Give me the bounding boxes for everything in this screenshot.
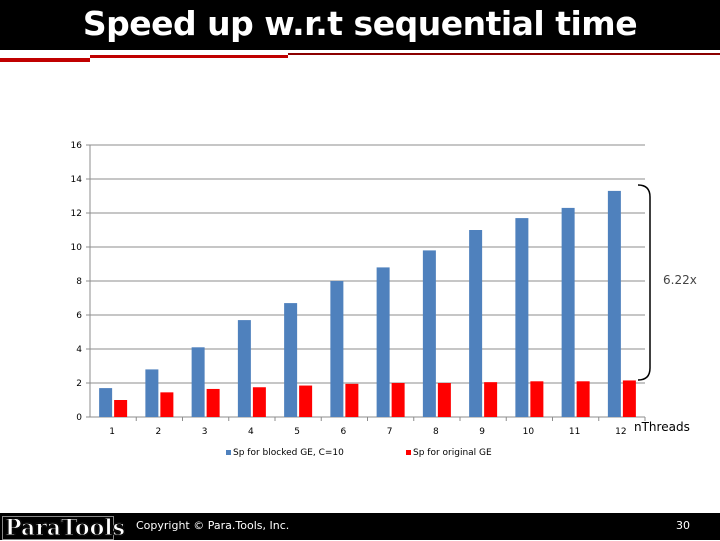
y-tick-label: 12 [71,209,82,219]
bar-original [576,381,590,417]
bar-original [299,385,313,417]
accent-line [90,55,288,58]
y-tick-label: 16 [71,141,83,151]
accent-line [0,58,90,62]
y-tick-label: 4 [76,345,82,355]
speedup-annotation: 6.22x [663,273,697,287]
bar-blocked [145,369,159,417]
y-tick-label: 6 [76,311,82,321]
legend-label: Sp for blocked GE, C=10 [233,448,344,458]
bar-blocked [607,190,621,417]
bar-original [160,392,174,417]
bar-blocked [237,320,251,417]
x-tick-label: 12 [615,427,626,437]
accent-line [288,53,720,55]
bar-blocked [330,281,344,417]
page-number: 30 [676,519,690,532]
legend-swatch [406,450,411,455]
x-tick-label: 1 [109,427,115,437]
x-tick-label: 8 [433,427,439,437]
legend-swatch [226,450,231,455]
x-tick-label: 2 [156,427,162,437]
x-tick-label: 10 [523,427,535,437]
bar-original [206,388,220,417]
legend-label: Sp for original GE [413,448,492,458]
bar-blocked [515,218,529,417]
y-tick-label: 10 [71,243,83,253]
x-tick-label: 6 [341,427,347,437]
title-bar [0,0,720,50]
x-tick-label: 9 [479,427,485,437]
x-axis-label: nThreads [634,420,690,434]
slide-title: Speed up w.r.t sequential time [82,4,638,43]
bar-original [114,400,128,417]
bar-blocked [191,347,205,417]
bar-blocked [284,303,298,417]
x-tick-label: 11 [569,427,580,437]
x-tick-label: 5 [294,427,300,437]
copyright-text: Copyright © Para.Tools, Inc. [136,519,290,532]
bar-blocked [99,388,113,417]
x-tick-label: 7 [387,427,393,437]
paratools-logo: ParaTools [2,515,126,541]
bar-blocked [469,230,483,417]
logo-text: ParaTools [5,515,126,541]
footer-bar [0,513,720,540]
y-tick-label: 8 [76,277,82,287]
y-tick-label: 14 [71,175,83,185]
y-tick-label: 0 [76,413,82,423]
x-tick-label: 3 [202,427,208,437]
bar-blocked [376,267,390,417]
bar-original [391,383,405,417]
y-tick-label: 2 [76,379,82,389]
bar-original [252,387,266,417]
bar-original [345,383,359,417]
bracket [637,184,651,381]
bar-blocked [561,207,575,417]
x-tick-label: 4 [248,427,254,437]
bar-original [530,381,544,417]
bar-original [484,382,498,417]
bar-blocked [422,250,436,417]
bar-original [622,380,636,417]
bar-original [437,383,451,417]
